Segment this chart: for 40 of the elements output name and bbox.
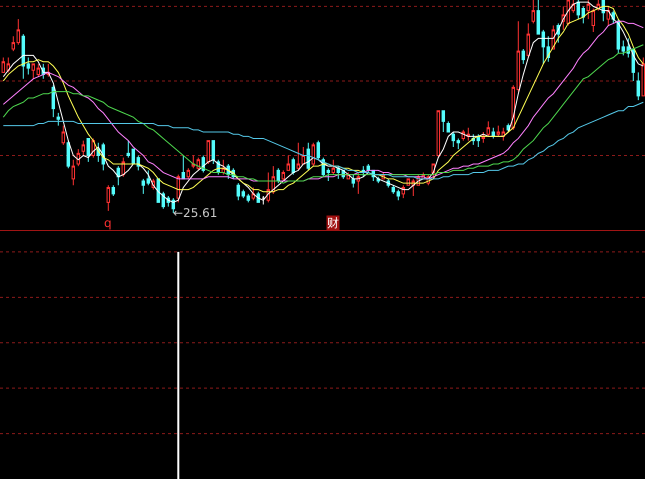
candlestick xyxy=(356,172,360,194)
candlestick xyxy=(182,154,186,180)
candlestick xyxy=(56,112,60,126)
candlestick xyxy=(276,168,280,184)
candlestick xyxy=(122,157,126,178)
candlestick xyxy=(306,142,310,171)
candlestick xyxy=(86,138,90,162)
annotation: ←25.61 xyxy=(173,206,218,220)
candlestick xyxy=(312,142,316,167)
candlestick xyxy=(446,120,450,133)
candlestick xyxy=(66,140,70,169)
candlestick xyxy=(82,140,86,156)
candlestick xyxy=(112,184,116,196)
candlestick xyxy=(332,159,336,176)
candlestick xyxy=(206,140,210,165)
candlestick xyxy=(186,168,190,180)
candlestick xyxy=(52,84,56,118)
candlestick xyxy=(282,170,286,182)
text: 财 xyxy=(327,216,339,230)
candlestick xyxy=(292,157,296,176)
candlestick xyxy=(116,166,120,186)
candlestick xyxy=(212,140,216,165)
candlestick xyxy=(106,184,110,212)
candlestick xyxy=(492,127,496,139)
candlestick xyxy=(636,72,640,101)
candlestick xyxy=(316,140,320,160)
candlestick xyxy=(352,174,356,188)
candlestick xyxy=(76,148,80,167)
candlestick xyxy=(442,110,446,133)
candlestick xyxy=(522,48,526,64)
candlestick xyxy=(286,154,290,171)
candlestick xyxy=(252,186,256,201)
candlestick xyxy=(402,184,406,199)
candlestick xyxy=(436,110,440,158)
candlestick xyxy=(526,22,530,58)
candlestick xyxy=(606,6,610,26)
candlestick xyxy=(486,120,490,137)
candlestick xyxy=(62,125,66,146)
text: q xyxy=(104,216,112,230)
candlestick xyxy=(72,159,76,186)
